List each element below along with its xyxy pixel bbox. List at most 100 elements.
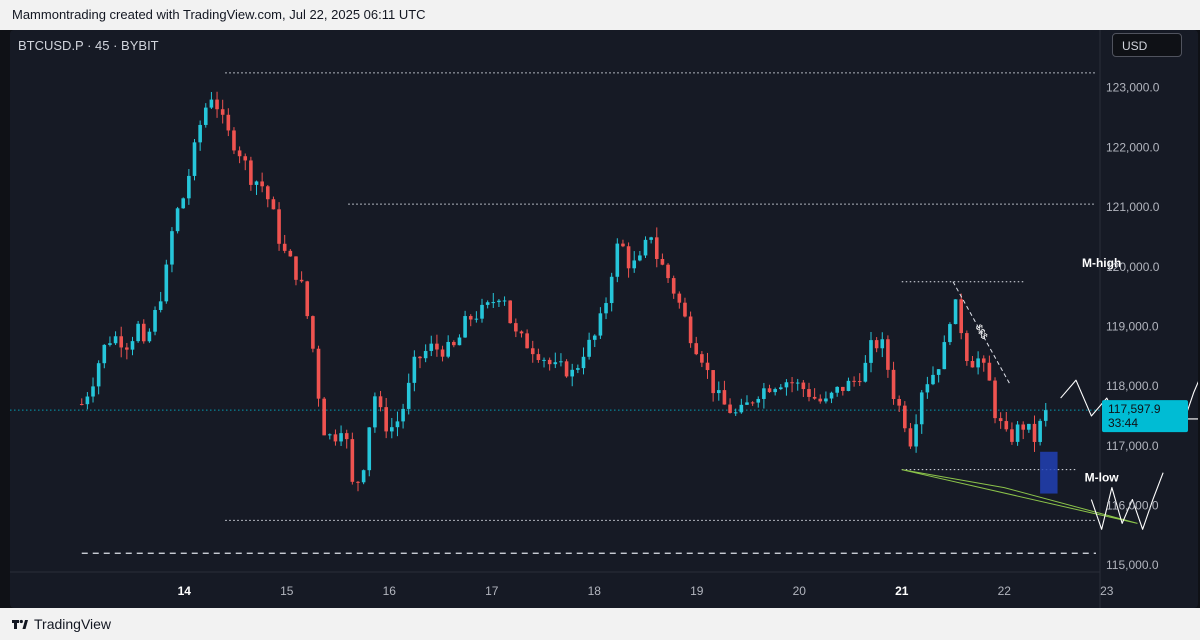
candle-body	[948, 324, 952, 343]
y-tick-label: 122,000.0	[1106, 140, 1160, 154]
candle-body	[942, 342, 947, 370]
candle-20	[192, 139, 197, 181]
candle-109	[694, 336, 699, 356]
candle-57	[401, 403, 405, 429]
candle-body	[378, 396, 383, 408]
candle-162	[993, 377, 997, 424]
candle-116	[733, 408, 738, 416]
candle-107	[683, 297, 687, 318]
y-tick-label: 116,000.0	[1106, 498, 1159, 512]
candle-148	[914, 414, 918, 453]
candle-68	[463, 310, 467, 338]
candle-76	[508, 300, 512, 324]
candle-body	[643, 239, 648, 256]
price-chart[interactable]: M-high M-low $$$ 123,000.0 122,000.0 121,000…	[10, 30, 1198, 608]
candle-body	[170, 231, 174, 265]
candle-body	[249, 160, 253, 185]
candle-body	[987, 362, 992, 381]
candle-96	[621, 239, 625, 248]
candle-body	[897, 399, 901, 406]
candle-body	[919, 392, 924, 425]
candle-body	[660, 259, 665, 265]
candle-21	[198, 120, 202, 151]
candle-body	[119, 336, 124, 348]
candle-body	[762, 388, 766, 399]
candle-body	[553, 362, 558, 365]
candle-53	[378, 390, 383, 412]
candle-157	[965, 330, 969, 366]
drawings: M-high M-low $$$	[901, 256, 1198, 530]
candle-body	[604, 303, 608, 314]
candle-4	[102, 344, 107, 369]
candle-body	[547, 359, 552, 365]
candle-body	[102, 344, 107, 364]
candle-120	[756, 396, 761, 408]
candle-body	[322, 398, 326, 436]
candle-153	[942, 335, 947, 370]
candle-66	[452, 340, 456, 348]
candle-152	[936, 369, 941, 383]
candle-43	[322, 396, 326, 436]
candle-16	[170, 227, 174, 273]
candle-98	[632, 251, 637, 273]
candle-45	[333, 429, 338, 446]
candle-body	[288, 250, 293, 257]
candle-47	[344, 429, 349, 449]
candle-body	[485, 302, 490, 305]
candle-body	[542, 359, 546, 361]
candle-81	[536, 348, 541, 363]
x-tick-label: 22	[998, 584, 1012, 598]
candle-body	[801, 382, 806, 390]
candle-139	[863, 355, 868, 383]
candle-156	[959, 293, 963, 340]
candle-body	[722, 390, 727, 405]
candle-body	[733, 412, 738, 414]
candle-30	[249, 156, 253, 191]
candle-69	[468, 314, 473, 327]
horizontal-levels	[10, 72, 1100, 554]
candle-body	[525, 333, 529, 349]
candle-80	[530, 340, 535, 363]
candle-134	[835, 386, 839, 397]
candle-body	[299, 279, 304, 282]
candle-28	[237, 146, 242, 164]
candle-168	[1027, 423, 1031, 433]
candle-body	[807, 389, 811, 397]
candle-130	[812, 388, 817, 400]
candle-0	[79, 398, 84, 406]
candle-body	[936, 369, 941, 375]
candle-118	[745, 395, 749, 405]
candle-body	[632, 260, 637, 269]
candle-body	[564, 361, 569, 377]
tradingview-logo[interactable]: TradingView	[12, 615, 111, 633]
candle-60	[418, 355, 422, 369]
candle-body	[795, 382, 800, 384]
candle-body	[756, 398, 761, 403]
y-tick-label: 123,000.0	[1106, 81, 1160, 95]
annotation-m-low: M-low	[1085, 471, 1120, 485]
candle-body	[688, 316, 693, 344]
candle-body	[587, 339, 591, 357]
candle-body	[271, 199, 276, 210]
currency-button[interactable]: USD	[1112, 33, 1182, 57]
candle-41	[311, 315, 315, 353]
candle-137	[852, 376, 856, 387]
candle-77	[514, 318, 518, 338]
candle-147	[908, 423, 913, 449]
candle-159	[976, 351, 980, 375]
candle-8	[125, 342, 129, 360]
candle-body	[570, 369, 575, 377]
candle-body	[654, 237, 659, 260]
candle-body	[85, 396, 90, 405]
candle-3	[96, 360, 101, 395]
symbol-label[interactable]: BTCUSD.P · 45 · BYBIT	[18, 38, 159, 53]
candle-1	[85, 392, 90, 410]
candle-body	[790, 382, 794, 384]
candle-15	[164, 259, 169, 304]
candle-body	[998, 418, 1003, 422]
chart-frame[interactable]: M-high M-low $$$ 123,000.0 122,000.0 121,000…	[10, 30, 1198, 608]
candle-83	[547, 357, 552, 371]
y-tick-label: 117,000.0	[1106, 439, 1159, 453]
candle-35	[277, 202, 281, 251]
candle-141	[874, 337, 879, 353]
